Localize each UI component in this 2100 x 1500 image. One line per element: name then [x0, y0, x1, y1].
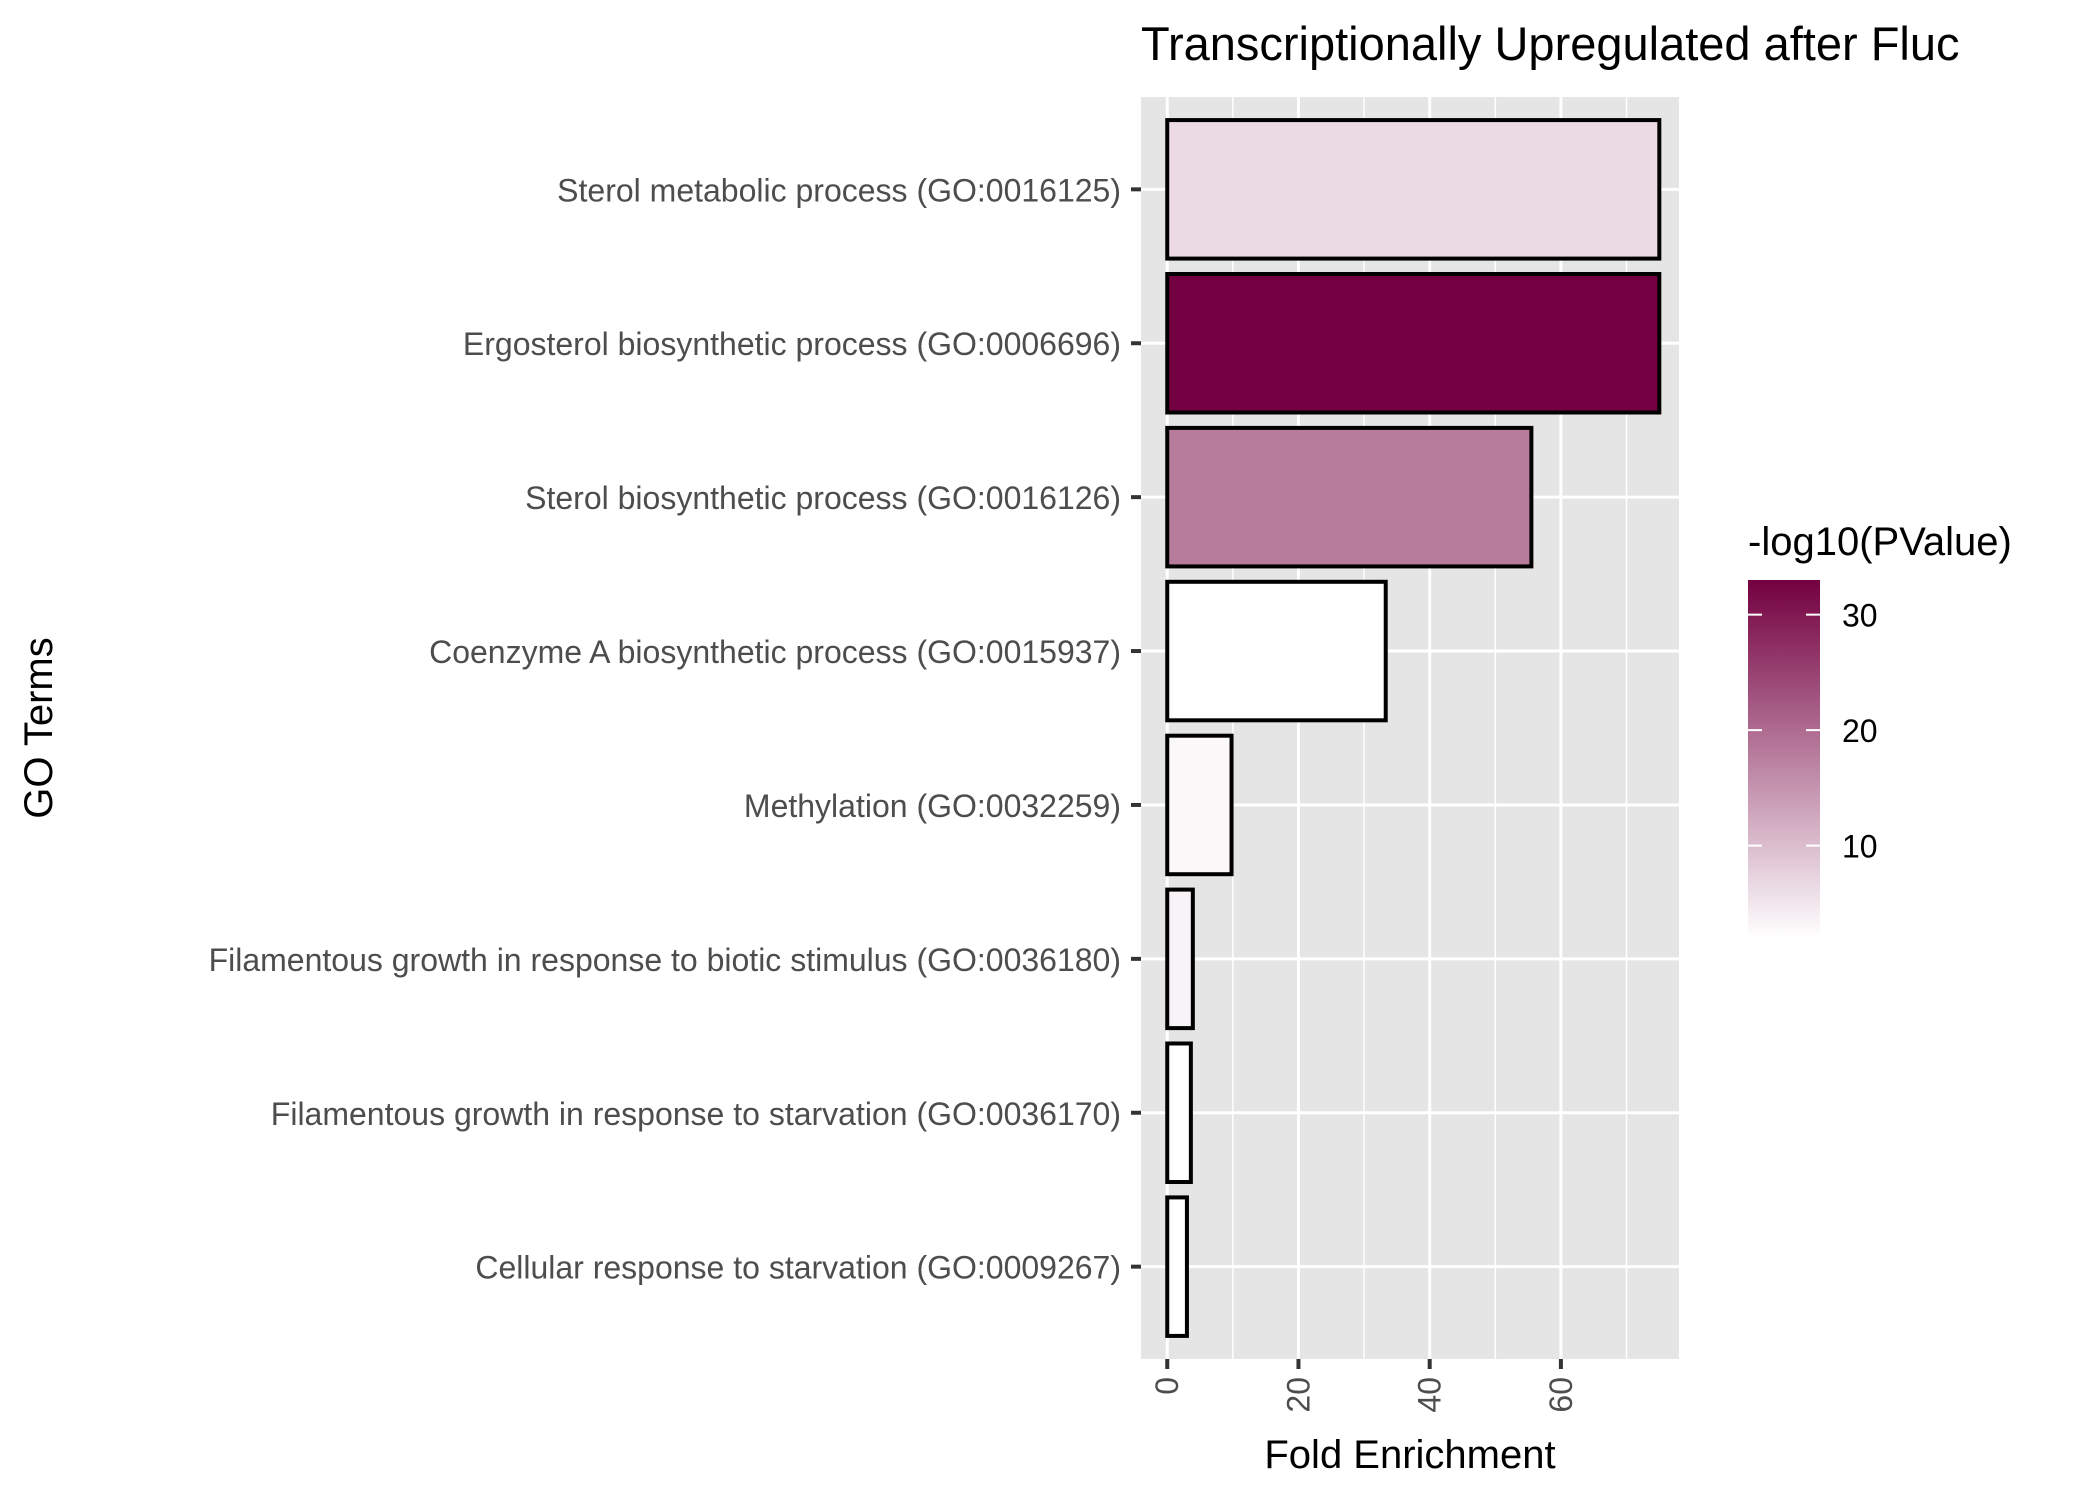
bar [1165, 887, 1195, 1031]
bar [1165, 579, 1388, 723]
bar [1165, 733, 1234, 877]
y-tick-label: Sterol biosynthetic process (GO:0016126) [525, 480, 1121, 516]
legend-tick-label: 10 [1842, 829, 1878, 865]
y-axis-title: GO Terms [17, 637, 61, 819]
y-tick-label: Sterol metabolic process (GO:0016125) [557, 172, 1121, 208]
bar [1165, 271, 1662, 415]
legend-tick-label: 20 [1842, 713, 1878, 749]
y-axis: Sterol metabolic process (GO:0016125) Erg… [209, 172, 1141, 1286]
legend-colorbar [1748, 580, 1820, 938]
x-tick-label: 0 [1149, 1377, 1185, 1395]
bar [1165, 118, 1662, 261]
y-tick-label: Filamentous growth in response to biotic… [209, 942, 1121, 978]
x-axis: 0 20 40 60 [1149, 1359, 1579, 1413]
y-tick-label: Coenzyme A biosynthetic process (GO:0015… [429, 634, 1121, 670]
x-tick-label: 40 [1412, 1377, 1448, 1413]
legend: -log10(PValue) 10 20 30 [1748, 520, 2012, 938]
y-tick-label: Methylation (GO:0032259) [744, 788, 1121, 824]
x-tick-label: 20 [1280, 1377, 1316, 1413]
y-tick-label: Cellular response to starvation (GO:0009… [475, 1250, 1121, 1286]
x-axis-title: Fold Enrichment [1264, 1433, 1555, 1477]
legend-ticks: 10 20 30 [1748, 598, 1878, 865]
x-tick-label: 60 [1543, 1377, 1579, 1413]
bar [1165, 1195, 1189, 1338]
y-tick-label: Ergosterol biosynthetic process (GO:0006… [463, 326, 1121, 362]
y-tick-label: Filamentous growth in response to starva… [271, 1096, 1121, 1132]
bar [1165, 425, 1534, 569]
bar [1165, 1041, 1193, 1185]
chart-title: Transcriptionally Upregulated after Fluc [1141, 17, 1960, 70]
legend-tick-label: 30 [1842, 598, 1878, 634]
legend-title: -log10(PValue) [1748, 520, 2012, 564]
bars [1165, 118, 1662, 1338]
